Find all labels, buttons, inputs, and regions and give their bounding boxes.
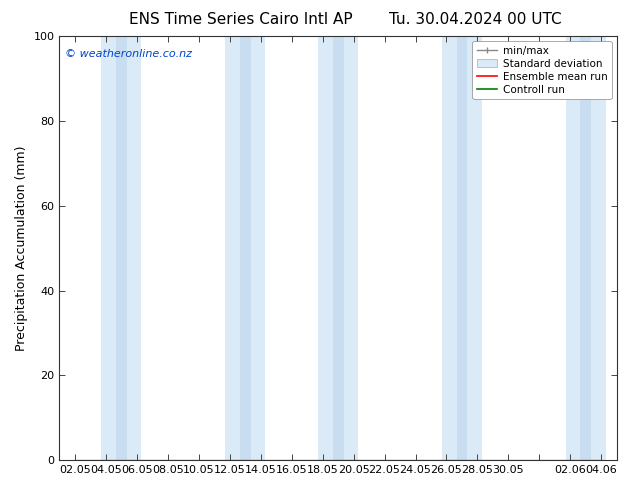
Bar bbox=[580, 36, 592, 460]
Legend: min/max, Standard deviation, Ensemble mean run, Controll run: min/max, Standard deviation, Ensemble me… bbox=[472, 41, 612, 99]
Bar bbox=[566, 36, 606, 460]
Text: ENS Time Series Cairo Intl AP: ENS Time Series Cairo Intl AP bbox=[129, 12, 353, 27]
Bar bbox=[456, 36, 467, 460]
Bar bbox=[442, 36, 482, 460]
Bar bbox=[318, 36, 358, 460]
Bar bbox=[116, 36, 127, 460]
Bar bbox=[101, 36, 141, 460]
Bar bbox=[333, 36, 344, 460]
Text: Tu. 30.04.2024 00 UTC: Tu. 30.04.2024 00 UTC bbox=[389, 12, 562, 27]
Text: © weatheronline.co.nz: © weatheronline.co.nz bbox=[65, 49, 192, 59]
Bar bbox=[225, 36, 266, 460]
Bar bbox=[240, 36, 250, 460]
Y-axis label: Precipitation Accumulation (mm): Precipitation Accumulation (mm) bbox=[15, 146, 28, 351]
